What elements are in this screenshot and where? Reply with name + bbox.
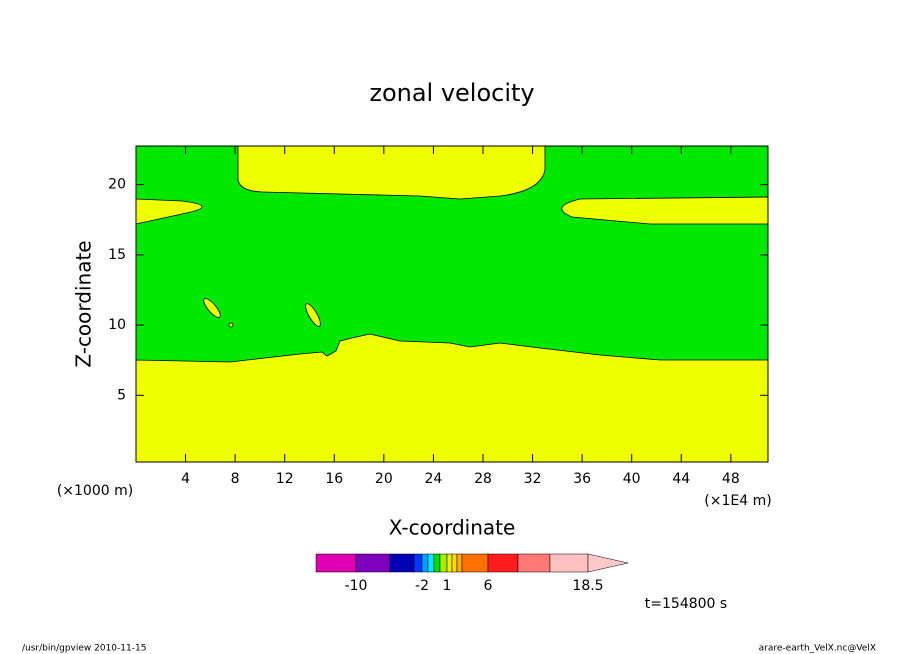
colorbar-segment (456, 553, 463, 573)
y-axis-title: Z-coordinate (72, 240, 96, 367)
colorbar-segment (433, 553, 441, 573)
x-tick-label: 8 (231, 471, 240, 487)
colorbar-label: -2 (415, 578, 429, 594)
colorbar-label: 6 (484, 578, 493, 594)
x-tick-label: 36 (573, 471, 591, 487)
x-unit: (×1E4 m) (704, 493, 771, 509)
colorbar-extension (587, 553, 629, 573)
x-tick-label: 28 (474, 471, 492, 487)
colorbar-segment (517, 553, 551, 573)
time-label: t=154800 s (645, 596, 727, 612)
y-tick-label: 15 (108, 247, 126, 263)
x-tick-label: 32 (524, 471, 542, 487)
x-tick-label: 44 (672, 471, 690, 487)
colorbar-segment (446, 553, 453, 573)
colorbar-label: -10 (345, 578, 368, 594)
x-tick-label: 16 (325, 471, 343, 487)
region-yellow (203, 298, 221, 318)
region-yellow (561, 196, 769, 225)
colorbar-segment (451, 553, 458, 573)
x-tick-label: 48 (722, 471, 740, 487)
y-tick-label: 10 (108, 317, 126, 333)
colorbar-segment (413, 553, 423, 573)
region-yellow (135, 198, 203, 225)
y-tick-label: 20 (108, 177, 126, 193)
footer-right: arare-earth_VelX.nc@VelX (759, 644, 876, 654)
region-yellow (228, 322, 234, 328)
colorbar-segment (421, 553, 429, 573)
colorbar-segment (487, 553, 519, 573)
colorbar-segment (549, 553, 589, 573)
colorbar-segment (427, 553, 435, 573)
colorbar-segment (389, 553, 415, 573)
footer-left: /usr/bin/gpview 2010-11-15 (22, 644, 146, 654)
region-yellow (305, 303, 321, 327)
y-unit: (×1000 m) (57, 483, 133, 499)
colorbar-segment (315, 553, 357, 573)
x-tick-label: 40 (623, 471, 641, 487)
contour-field (135, 145, 769, 463)
region-yellow (237, 145, 546, 200)
x-tick-label: 12 (276, 471, 294, 487)
region-yellow (135, 333, 769, 463)
x-axis-title: X-coordinate (389, 516, 516, 540)
x-tick-label: 4 (181, 471, 190, 487)
x-tick-label: 24 (424, 471, 442, 487)
y-tick-label: 5 (117, 387, 126, 403)
colorbar-segment (355, 553, 391, 573)
colorbar-label: 18.5 (572, 578, 603, 594)
colorbar-segment (461, 553, 489, 573)
x-tick-label: 20 (375, 471, 393, 487)
plot-frame (135, 145, 769, 463)
chart-title: zonal velocity (369, 79, 534, 107)
colorbar-segment (439, 553, 448, 573)
colorbar-label: 1 (443, 578, 452, 594)
